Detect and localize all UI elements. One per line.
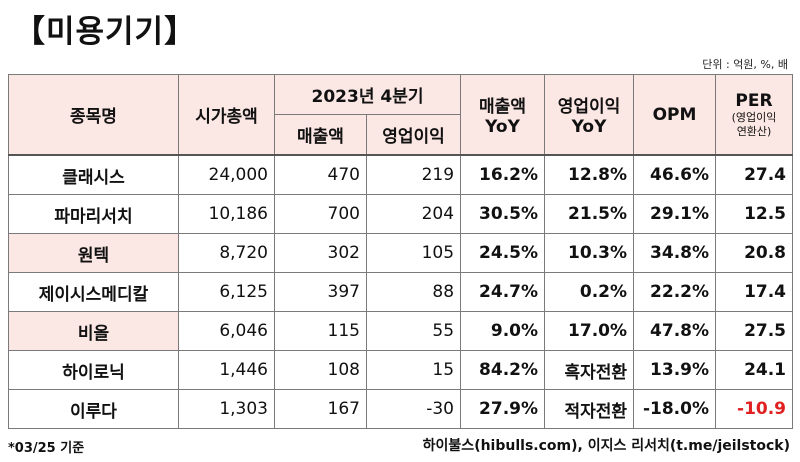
header-per: PER (영업이익 연환산) [715,74,794,156]
stock-name: 제이시스메디칼 [8,272,179,312]
per-cell: 17.4 [715,272,794,312]
q-sales-cell: 700 [274,194,367,234]
sales-yoy-cell: 84.2% [460,350,546,390]
sales-yoy-cell: 16.2% [460,154,546,195]
header-opm: OPM [633,74,717,156]
header-q-sales: 매출액 [274,114,367,156]
header-name: 종목명 [8,74,179,156]
header-per-sub1: (영업이익 [731,110,777,124]
header-per-main: PER [735,90,773,111]
opm-cell: -18.0% [633,389,717,429]
q-sales-cell: 167 [274,389,367,429]
q-op-cell: 204 [365,194,462,234]
op-yoy-cell: 적자전환 [544,389,635,429]
stock-name: 비올 [8,311,179,351]
q-op-cell: 55 [365,311,462,351]
table-row: 제이시스메디칼 6,125 397 88 24.7% 0.2% 22.2% 17.4 [8,272,794,312]
q-op-cell: -30 [365,389,462,429]
market-cap-cell: 10,186 [178,194,275,234]
header-sales-yoy: 매출액 YoY [460,74,546,156]
per-cell: -10.9 [715,389,794,429]
per-cell: 24.1 [715,350,794,390]
q-sales-cell: 115 [274,311,367,351]
stock-name: 클래시스 [8,154,179,195]
header-market-cap: 시가총액 [178,74,275,156]
stock-name: 원텍 [8,233,179,273]
table-row: 원텍 8,720 302 105 24.5% 10.3% 34.8% 20.8 [8,233,794,273]
header-op-yoy: 영업이익 YoY [544,74,635,156]
q-sales-cell: 108 [274,350,367,390]
per-cell: 20.8 [715,233,794,273]
footnote-date: *03/25 기준 [8,441,85,456]
footnote-source: 하이불스(hibulls.com), 이지스 리서치(t.me/jeilstoc… [422,438,790,454]
stock-name: 하이로닉 [8,350,179,390]
sales-yoy-cell: 30.5% [460,194,546,234]
q-op-cell: 219 [365,154,462,195]
stock-table: 종목명 시가총액 2023년 4분기 매출액 YoY 영업이익 YoY OPM … [8,74,794,429]
market-cap-cell: 1,303 [178,389,275,429]
stock-name: 파마리서치 [8,194,179,234]
per-cell: 27.5 [715,311,794,351]
q-op-cell: 88 [365,272,462,312]
market-cap-cell: 24,000 [178,154,275,195]
q-op-cell: 105 [365,233,462,273]
opm-cell: 47.8% [633,311,717,351]
op-yoy-cell: 10.3% [544,233,635,273]
opm-cell: 13.9% [633,350,717,390]
table-row: 클래시스 24,000 470 219 16.2% 12.8% 46.6% 27.4 [8,154,794,195]
table-row: 하이로닉 1,446 108 15 84.2% 흑자전환 13.9% 24.1 [8,350,794,390]
market-cap-cell: 6,125 [178,272,275,312]
opm-cell: 34.8% [633,233,717,273]
table-row: 이루다 1,303 167 -30 27.9% 적자전환 -18.0% -10.9 [8,389,794,429]
q-op-cell: 15 [365,350,462,390]
header-per-sub2: 연환산) [736,124,772,138]
table-row: 파마리서치 10,186 700 204 30.5% 21.5% 29.1% 12.5 [8,194,794,234]
per-cell: 27.4 [715,154,794,195]
market-cap-cell: 6,046 [178,311,275,351]
opm-cell: 29.1% [633,194,717,234]
sales-yoy-cell: 24.5% [460,233,546,273]
header-op-yoy-line2: YoY [571,117,607,137]
opm-cell: 22.2% [633,272,717,312]
op-yoy-cell: 12.8% [544,154,635,195]
header-quarter-group: 2023년 4분기 [273,74,462,115]
q-sales-cell: 302 [274,233,367,273]
header-q-op: 영업이익 [365,114,462,156]
market-cap-cell: 8,720 [178,233,275,273]
stock-name: 이루다 [8,389,179,429]
table-row: 비올 6,046 115 55 9.0% 17.0% 47.8% 27.5 [8,311,794,351]
header-sales-yoy-line2: YoY [485,117,520,137]
q-sales-cell: 470 [274,154,367,195]
op-yoy-cell: 0.2% [544,272,635,312]
op-yoy-cell: 17.0% [544,311,635,351]
sales-yoy-cell: 24.7% [460,272,546,312]
sales-yoy-cell: 9.0% [460,311,546,351]
header-sales-yoy-line1: 매출액 [479,97,526,117]
unit-note: 단위 : 억원, %, 배 [702,58,788,71]
per-cell: 12.5 [715,194,794,234]
page-title: 【미용기기】 [14,14,197,50]
opm-cell: 46.6% [633,154,717,195]
op-yoy-cell: 흑자전환 [544,350,635,390]
market-cap-cell: 1,446 [178,350,275,390]
header-op-yoy-line1: 영업이익 [557,97,621,117]
op-yoy-cell: 21.5% [544,194,635,234]
sales-yoy-cell: 27.9% [460,389,546,429]
q-sales-cell: 397 [274,272,367,312]
